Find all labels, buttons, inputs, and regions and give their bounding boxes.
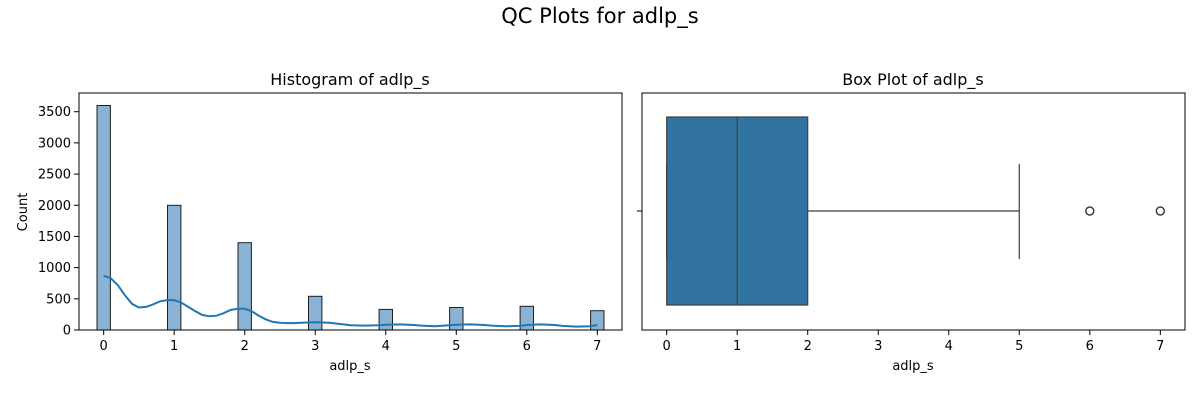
x-tick-label: 4 [945, 339, 953, 354]
x-tick-label: 0 [100, 339, 108, 354]
figure-title: QC Plots for adlp_s [501, 4, 699, 28]
x-tick-label: 5 [1015, 339, 1023, 354]
x-tick-label: 1 [733, 339, 741, 354]
boxplot-x-label: adlp_s [892, 359, 934, 374]
histogram-bar [449, 307, 464, 331]
outlier-point [1155, 206, 1166, 216]
outlier-point [1085, 206, 1095, 216]
x-tick-label: 6 [523, 339, 531, 354]
y-tick-label: 1500 [38, 230, 71, 245]
x-tick-label: 4 [382, 339, 390, 354]
histogram-bar [167, 204, 182, 331]
y-tick-label: 1000 [38, 261, 71, 276]
histogram-y-ticks: 0 500 1000 1500 2000 2500 3000 3500 [38, 105, 79, 339]
x-tick-label: 7 [1156, 339, 1164, 354]
histogram-bars [96, 105, 605, 331]
y-tick-label: 2500 [38, 168, 71, 183]
y-tick-label: 2000 [38, 199, 71, 214]
x-tick-label: 2 [804, 339, 812, 354]
histogram-axes-frame [78, 92, 623, 331]
histogram-bar [96, 105, 111, 331]
x-tick-label: 7 [593, 339, 601, 354]
histogram-bar [237, 242, 252, 331]
y-tick-label: 0 [63, 324, 71, 339]
boxplot-elements [666, 116, 1166, 306]
y-tick-label: 3000 [38, 136, 71, 151]
histogram-y-label: Count [16, 193, 31, 232]
x-tick-label: 0 [663, 339, 671, 354]
boxplot-panel: Box Plot of adlp_s 0 1 2 3 4 5 6 7 adlp_s [637, 70, 1186, 374]
histogram-bar [378, 308, 394, 331]
boxplot-title: Box Plot of adlp_s [842, 70, 983, 90]
histogram-panel: Histogram of adlp_s 0 1 2 3 4 5 6 7 0 500 1000 150… [16, 70, 623, 374]
y-tick-label: 3500 [38, 105, 71, 120]
x-tick-label: 1 [170, 339, 178, 354]
x-tick-label: 3 [874, 339, 882, 354]
x-tick-label: 5 [452, 339, 460, 354]
histogram-title: Histogram of adlp_s [270, 70, 430, 90]
x-tick-label: 6 [1086, 339, 1094, 354]
histogram-bar [308, 295, 323, 331]
x-tick-label: 2 [241, 339, 249, 354]
histogram-bar [590, 310, 605, 331]
histogram-x-label: adlp_s [329, 359, 371, 374]
kde-line [103, 274, 598, 328]
x-tick-label: 3 [311, 339, 319, 354]
histogram-x-ticks: 0 1 2 3 4 5 6 7 [100, 330, 601, 354]
boxplot-x-ticks: 0 1 2 3 4 5 6 7 [663, 330, 1164, 354]
y-tick-label: 500 [46, 292, 71, 307]
